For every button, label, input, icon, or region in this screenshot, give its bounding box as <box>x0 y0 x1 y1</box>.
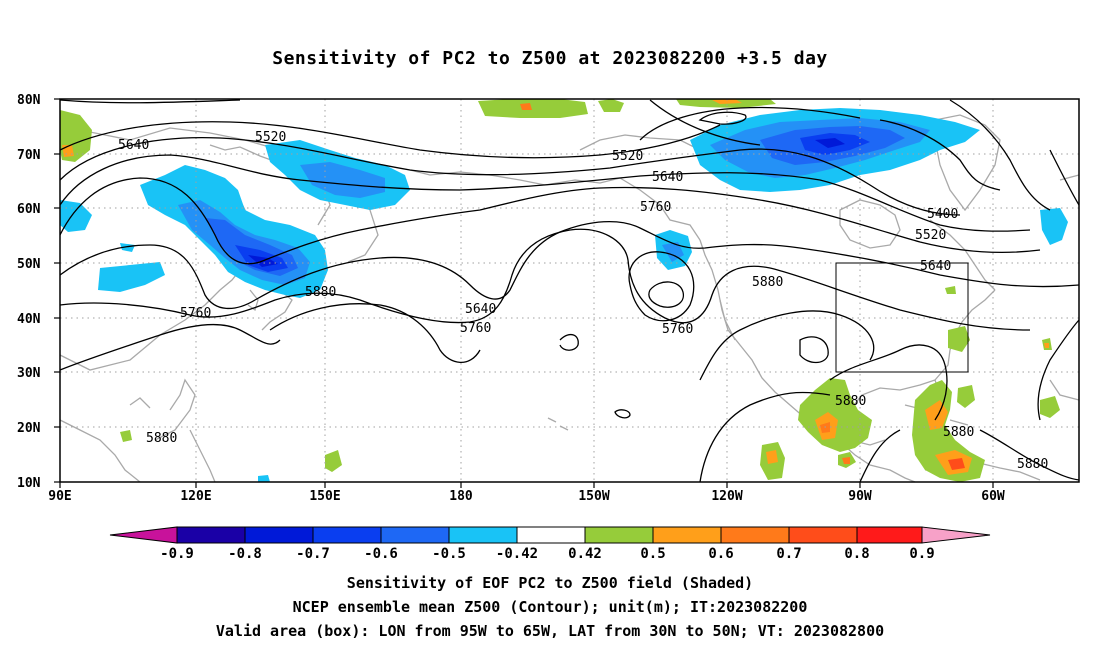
colorbar-cell <box>312 526 382 544</box>
axis-ticks <box>54 98 994 488</box>
contour-label: 5760 <box>460 321 491 336</box>
contour-label: 5880 <box>943 425 974 440</box>
colorbar-labels: -0.9 -0.8 -0.7 -0.6 -0.5 -0.42 0.42 0.5 … <box>160 546 935 562</box>
colorbar-cell <box>448 526 518 544</box>
colorbar-label: -0.7 <box>296 546 330 562</box>
colorbar-label: 0.8 <box>844 546 869 562</box>
colorbar-cell <box>720 526 790 544</box>
colorbar-cell <box>380 526 450 544</box>
contour-label: 5640 <box>920 259 951 274</box>
colorbar-label: 0.9 <box>909 546 934 562</box>
lat-label: 70N <box>17 148 41 163</box>
shaded-sensitivity <box>60 99 1068 482</box>
lon-label: 180 <box>449 489 473 504</box>
contour-label: 5880 <box>305 285 336 300</box>
contour-label: 5640 <box>118 138 149 153</box>
colorbar-label: 0.42 <box>568 546 602 562</box>
lat-label: 60N <box>17 202 41 217</box>
caption-line-2: NCEP ensemble mean Z500 (Contour); unit(… <box>292 598 808 616</box>
contour-label: 5520 <box>255 130 286 145</box>
positive-region-gulf <box>798 378 872 452</box>
colorbar <box>109 526 991 544</box>
contour-label: 5640 <box>652 170 683 185</box>
contour-label: 5640 <box>465 302 496 317</box>
lon-label: 60W <box>981 489 1005 504</box>
positive-region-arctic <box>478 99 588 118</box>
lon-label: 90W <box>848 489 872 504</box>
lat-label: 40N <box>17 312 41 327</box>
contour-label: 5760 <box>640 200 671 215</box>
contour-label: 5880 <box>835 394 866 409</box>
lat-label: 10N <box>17 476 41 491</box>
map-border <box>59 98 1080 483</box>
colorbar-cell <box>652 526 722 544</box>
colorbar-label: -0.8 <box>228 546 262 562</box>
colorbar-label: 0.5 <box>640 546 665 562</box>
graticule <box>60 99 1079 482</box>
z500-contours <box>59 99 1080 483</box>
colorbar-cell <box>244 526 314 544</box>
contour-label: 5880 <box>752 275 783 290</box>
colorbar-label: 0.6 <box>708 546 733 562</box>
colorbar-label: -0.6 <box>364 546 398 562</box>
lat-axis: 80N 70N 60N 50N 40N 30N 20N 10N <box>17 93 41 491</box>
lat-label: 50N <box>17 257 41 272</box>
colorbar-label: -0.42 <box>496 546 538 562</box>
contour-label: 5880 <box>1017 457 1048 472</box>
lat-label: 30N <box>17 366 41 381</box>
lat-label: 80N <box>17 93 41 108</box>
contour-label: 5520 <box>612 149 643 164</box>
colorbar-cell <box>516 526 586 544</box>
lon-label: 90E <box>48 489 71 504</box>
contour-label: 5520 <box>915 228 946 243</box>
lat-label: 20N <box>17 421 41 436</box>
colorbar-label: -0.9 <box>160 546 194 562</box>
caption-line-3: Valid area (box): LON from 95W to 65W, L… <box>215 622 885 640</box>
colorbar-cell <box>584 526 654 544</box>
contour-label: 5760 <box>180 306 211 321</box>
lon-label: 120W <box>711 489 742 504</box>
colorbar-label: -0.5 <box>432 546 466 562</box>
colorbar-above-triangle <box>921 526 991 544</box>
lon-axis: 90E 120E 150E 180 150W 120W 90W 60W <box>48 489 1005 504</box>
colorbar-below-triangle <box>109 526 178 544</box>
colorbar-cell <box>176 526 246 544</box>
colorbar-cell <box>856 526 923 544</box>
contour-label-group: 5520 5640 5520 5640 5760 5400 5520 5640 … <box>118 130 1048 472</box>
lon-label: 120E <box>180 489 211 504</box>
contour-label: 5880 <box>146 431 177 446</box>
contour-label: 5400 <box>927 207 958 222</box>
colorbar-cell <box>788 526 858 544</box>
colorbar-label: 0.7 <box>776 546 801 562</box>
caption-line-1: Sensitivity of EOF PC2 to Z500 field (Sh… <box>346 574 754 592</box>
lon-label: 150W <box>578 489 609 504</box>
lon-label: 150E <box>309 489 340 504</box>
contour-label: 5760 <box>662 322 693 337</box>
plot-title: Sensitivity of PC2 to Z500 at 2023082200… <box>272 48 828 69</box>
valid-area-box <box>835 262 969 373</box>
